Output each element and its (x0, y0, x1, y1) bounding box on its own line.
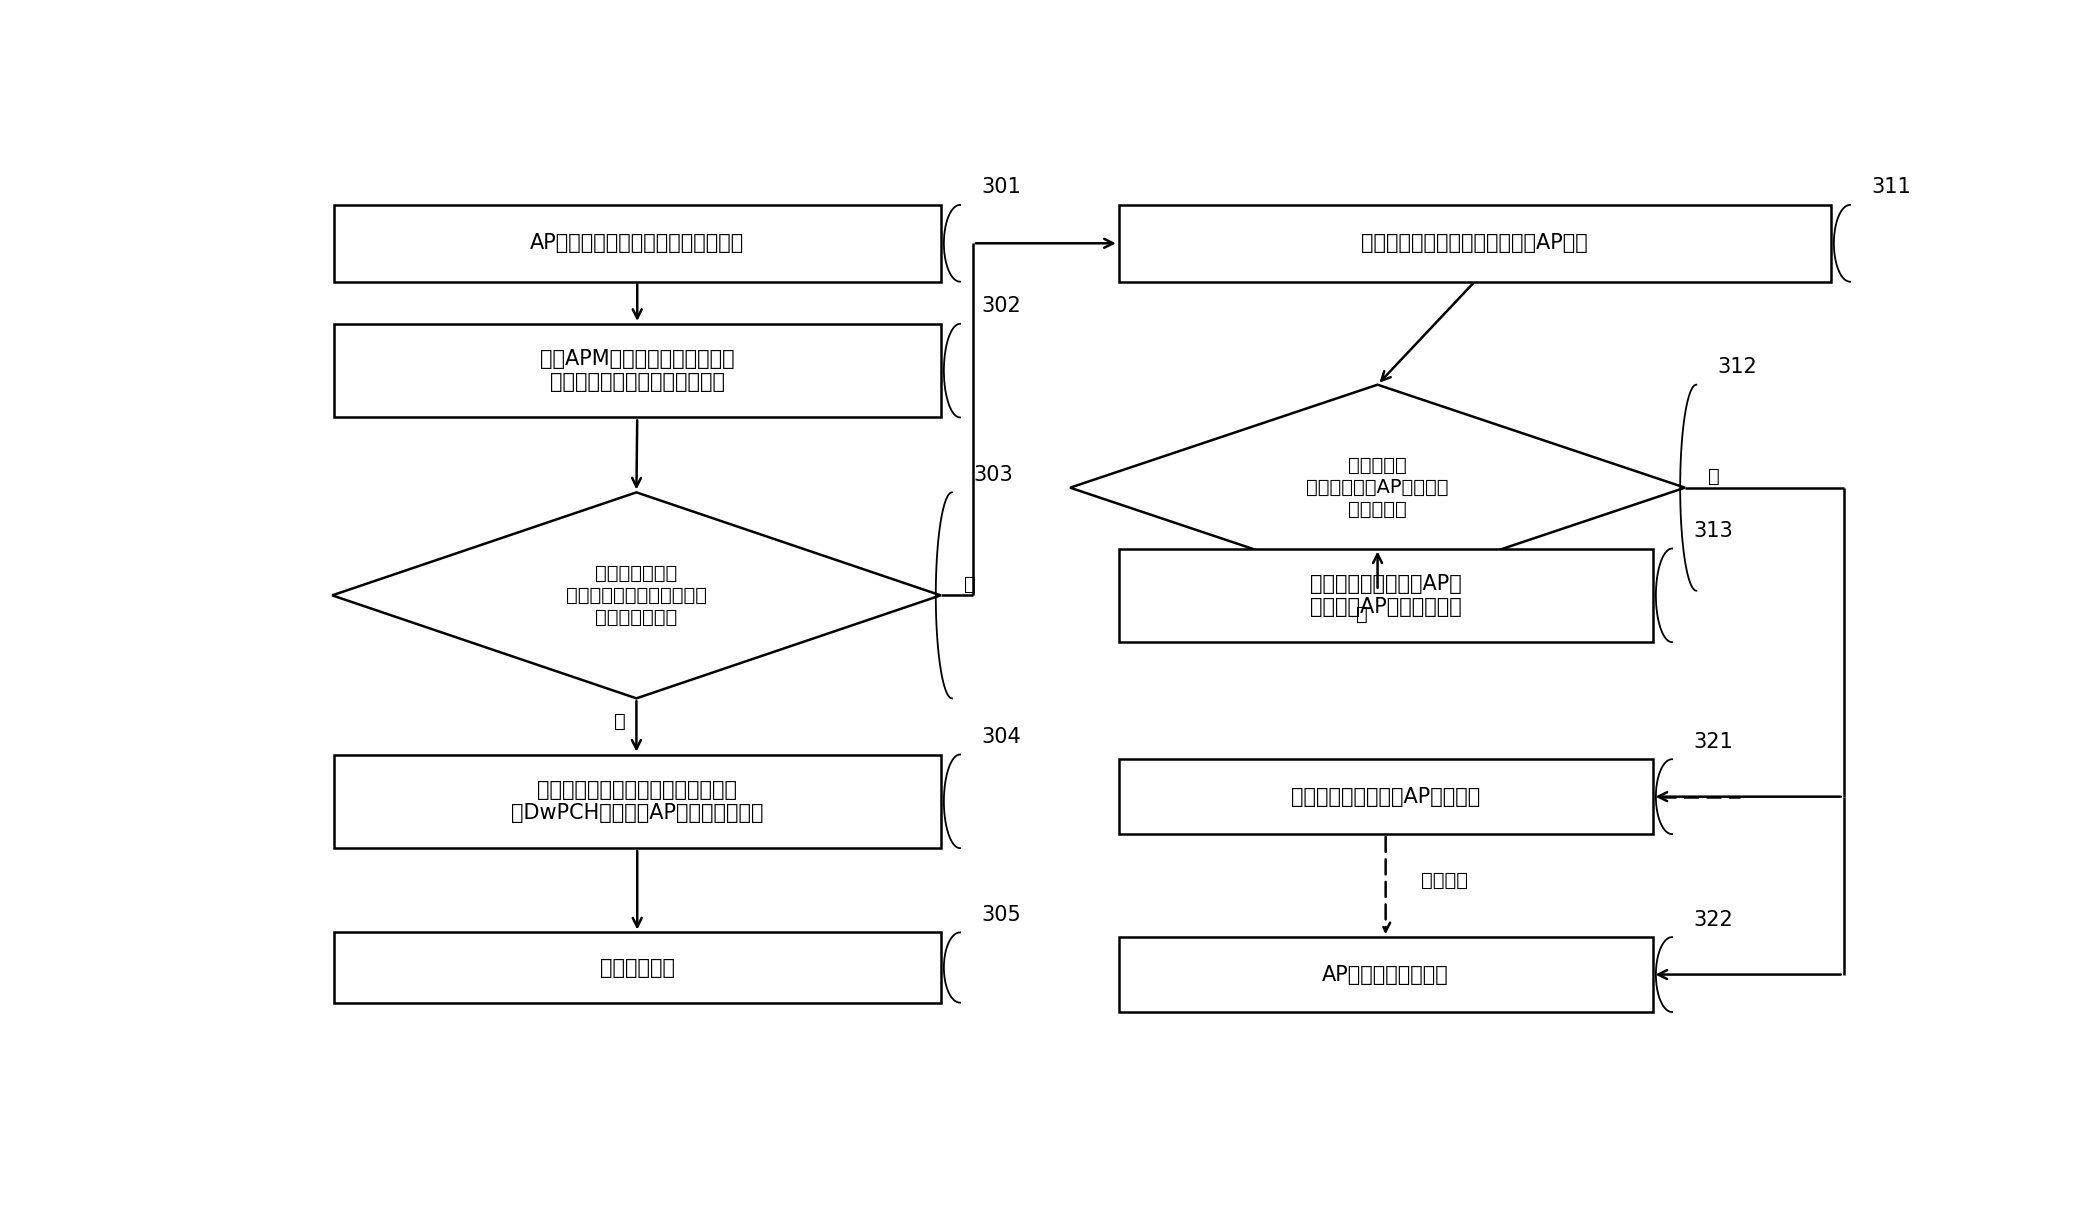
FancyBboxPatch shape (1119, 206, 1831, 282)
Text: 322: 322 (1693, 910, 1733, 929)
Text: 获取上行同步: 获取上行同步 (599, 957, 674, 978)
Text: 设置时钟信号源进行AP同步定时: 设置时钟信号源进行AP同步定时 (1290, 787, 1480, 806)
Text: 在自身可用频点列表内搜索相邻AP信号: 在自身可用频点列表内搜索相邻AP信号 (1361, 233, 1589, 253)
FancyBboxPatch shape (1119, 548, 1654, 642)
Polygon shape (332, 492, 940, 698)
Text: AP初始化，获取宏基站频点列表信息: AP初始化，获取宏基站频点列表信息 (530, 233, 743, 253)
Text: 否: 否 (1708, 467, 1721, 486)
Text: 301: 301 (981, 178, 1021, 197)
Text: 313: 313 (1693, 520, 1733, 541)
Text: AP自行设置同步定时: AP自行设置同步定时 (1322, 964, 1449, 985)
FancyBboxPatch shape (334, 323, 940, 417)
Text: 311: 311 (1871, 178, 1911, 197)
Text: 是否存在超过预
先设定的宏基站频点信号强
度门限的信号？: 是否存在超过预 先设定的宏基站频点信号强 度门限的信号？ (566, 564, 708, 627)
Text: 305: 305 (981, 905, 1021, 925)
Text: 否: 否 (965, 575, 975, 593)
Text: 304: 304 (981, 727, 1021, 747)
FancyBboxPatch shape (1119, 938, 1654, 1012)
Text: 不能设置: 不能设置 (1422, 872, 1468, 890)
Text: 是否存在超
过预先设定的AP信号强度
门限的信号: 是否存在超 过预先设定的AP信号强度 门限的信号 (1307, 456, 1449, 519)
Text: 是: 是 (614, 713, 626, 731)
Text: 302: 302 (981, 297, 1021, 316)
Text: 从获取的宏基站频点信号中选取最强
的DwPCH信号进行AP的下行同步定时: 从获取的宏基站频点信号中选取最强 的DwPCH信号进行AP的下行同步定时 (512, 779, 764, 823)
FancyBboxPatch shape (334, 754, 940, 849)
Text: 303: 303 (973, 465, 1013, 485)
Text: 312: 312 (1716, 358, 1758, 377)
Text: 搜索APM配置的宏基站频点列表
中的频点，获取宏基站频点信号: 搜索APM配置的宏基站频点列表 中的频点，获取宏基站频点信号 (541, 349, 735, 393)
Text: 选取信号最强的相邻AP信
号，进行AP的上下行同步: 选取信号最强的相邻AP信 号，进行AP的上下行同步 (1309, 574, 1462, 617)
Polygon shape (1069, 384, 1685, 591)
Text: 321: 321 (1693, 732, 1733, 751)
Text: 是: 是 (1355, 604, 1368, 624)
FancyBboxPatch shape (334, 933, 940, 1003)
FancyBboxPatch shape (1119, 759, 1654, 834)
FancyBboxPatch shape (334, 206, 940, 282)
